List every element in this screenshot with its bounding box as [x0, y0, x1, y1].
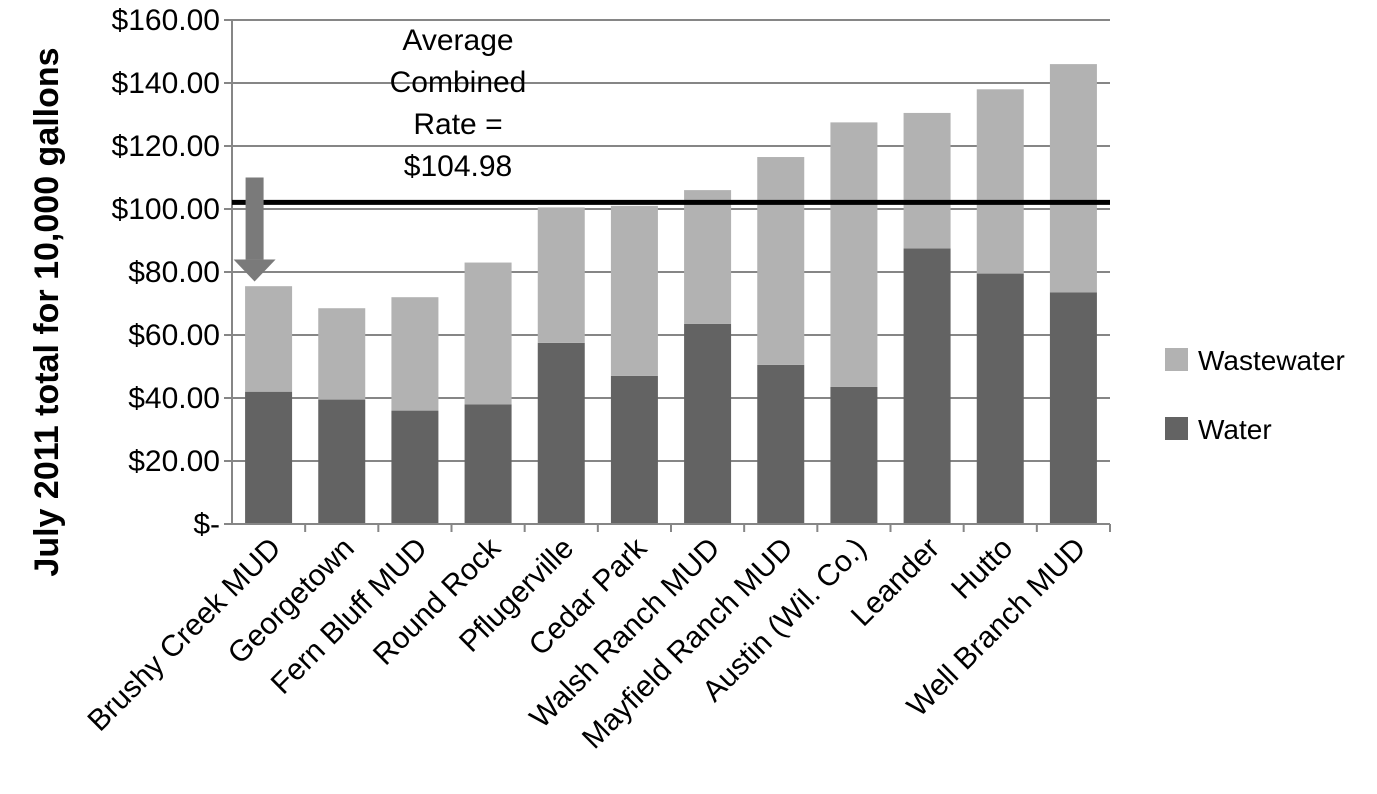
grid-lines [232, 19, 1110, 462]
bar-water [537, 342, 585, 524]
bar-water [610, 375, 658, 524]
bar-wastewater [976, 89, 1024, 274]
bar-wastewater [464, 262, 512, 405]
bar-water [976, 273, 1024, 524]
annotation-line: Rate = [413, 108, 502, 141]
bar-water [464, 404, 512, 524]
bar-water [245, 391, 293, 524]
y-tick-label: $- [193, 508, 220, 541]
legend: Wastewater Water [1165, 345, 1345, 445]
legend-swatch-wastewater [1165, 348, 1188, 371]
bars [245, 64, 1097, 524]
bar-water [830, 386, 878, 524]
bar-water [757, 364, 805, 524]
bar-wastewater [537, 207, 585, 343]
average-annotation: Average Combined Rate = $104.98 [233, 24, 527, 282]
bar-water [1049, 292, 1097, 524]
y-tick-label: $140.00 [112, 67, 220, 100]
legend-label-wastewater: Wastewater [1198, 345, 1345, 376]
bar-water [391, 410, 439, 524]
bar-wastewater [684, 190, 732, 324]
arrow-shaft [245, 177, 264, 260]
legend-label-water: Water [1198, 414, 1272, 445]
bar-wastewater [757, 157, 805, 365]
y-tick-label: $100.00 [112, 193, 220, 226]
y-tick-label: $20.00 [128, 445, 220, 478]
y-tick-label: $120.00 [112, 130, 220, 163]
y-tick-label: $80.00 [128, 256, 220, 289]
bar-wastewater [245, 286, 293, 392]
bar-wastewater [903, 112, 951, 249]
bar-water [318, 399, 366, 524]
y-axis-title: July 2011 total for 10,000 gallons [28, 47, 66, 576]
bar-wastewater [830, 122, 878, 387]
y-tick-label: $60.00 [128, 319, 220, 352]
y-tick-label: $160.00 [112, 4, 220, 37]
bar-wastewater [1049, 64, 1097, 293]
bar-water [684, 323, 732, 524]
bar-water [903, 248, 951, 524]
legend-swatch-water [1165, 417, 1188, 440]
bar-wastewater [610, 205, 658, 376]
bar-wastewater [318, 308, 366, 400]
annotation-line: $104.98 [404, 150, 512, 183]
annotation-line: Average [402, 24, 513, 57]
arrow-head [233, 259, 276, 282]
y-tick-label: $40.00 [128, 382, 220, 415]
annotation-line: Combined [390, 66, 527, 99]
bar-wastewater [391, 297, 439, 411]
